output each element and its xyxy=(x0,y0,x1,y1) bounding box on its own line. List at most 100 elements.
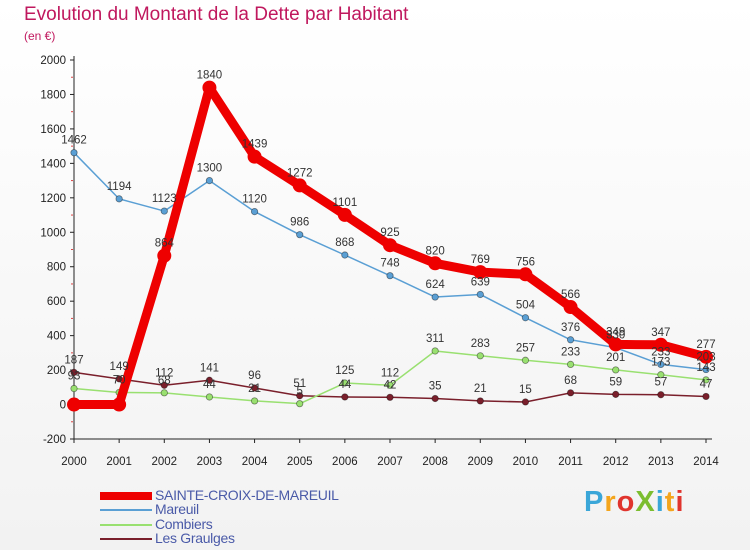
y-tick-label: -200 xyxy=(43,434,66,446)
data-label-mareuil: 1462 xyxy=(61,135,87,147)
logo-letter: t xyxy=(664,486,676,518)
data-point-mareuil xyxy=(431,293,439,301)
data-point-mareuil xyxy=(160,207,168,215)
data-label-combiers: 257 xyxy=(516,342,535,354)
y-tick-label: 0 xyxy=(60,400,66,412)
data-label-combiers: 5 xyxy=(297,386,303,398)
data-point-les-graulges xyxy=(386,393,394,401)
data-label-combiers: 44 xyxy=(203,379,216,391)
x-tick-label: 2007 xyxy=(377,456,403,468)
data-point-mareuil xyxy=(205,176,214,185)
data-point-mareuil xyxy=(296,231,304,239)
data-point-combiers xyxy=(521,356,530,364)
data-label-mareuil: 868 xyxy=(335,237,354,249)
data-label-combiers: 143 xyxy=(696,362,715,374)
legend-swatch-mareuil xyxy=(100,509,152,511)
data-label-les-graulges: 47 xyxy=(700,378,713,390)
y-tick-label: 2000 xyxy=(40,55,66,67)
data-point-combiers xyxy=(566,360,575,369)
x-tick-label: 2003 xyxy=(197,456,223,468)
legend-label-mareuil: Mareuil xyxy=(155,501,199,517)
data-label-mareuil: 748 xyxy=(380,258,399,270)
data-point-les-graulges xyxy=(70,368,78,376)
data-label-mareuil: 330 xyxy=(606,330,625,342)
chart-title: Evolution du Montant de la Dette par Hab… xyxy=(24,4,409,25)
legend-label-les-graulges: Les Graulges xyxy=(155,530,235,546)
y-tick-label: 1800 xyxy=(40,89,66,101)
data-label-combiers: 283 xyxy=(471,338,490,350)
data-point-sainte-croix xyxy=(473,265,488,280)
x-tick-label: 2011 xyxy=(558,456,583,468)
data-point-sainte-croix xyxy=(292,178,307,193)
data-point-combiers xyxy=(341,379,349,387)
data-point-mareuil xyxy=(115,195,123,203)
data-label-combiers: 233 xyxy=(561,346,580,358)
data-point-combiers xyxy=(70,384,78,393)
data-label-combiers: 93 xyxy=(68,371,81,383)
data-point-mareuil xyxy=(702,365,710,374)
data-label-sainte-croix: 1439 xyxy=(242,139,268,151)
x-tick-label: 2001 xyxy=(106,456,132,468)
data-point-sainte-croix xyxy=(247,149,262,164)
data-point-mareuil xyxy=(476,290,484,299)
data-label-mareuil: 376 xyxy=(561,322,580,334)
data-label-sainte-croix: 349 xyxy=(606,326,625,338)
x-tick-label: 2012 xyxy=(603,456,629,468)
data-label-sainte-croix: 925 xyxy=(380,227,399,239)
data-label-combiers: 70 xyxy=(113,374,126,386)
data-point-mareuil xyxy=(566,336,575,344)
y-tick-label: 600 xyxy=(47,296,66,308)
data-point-les-graulges xyxy=(612,390,620,398)
y-tick-label: 1400 xyxy=(40,158,66,170)
data-label-combiers: 311 xyxy=(426,333,444,345)
data-point-combiers xyxy=(205,393,214,401)
data-label-sainte-croix: 769 xyxy=(471,254,490,266)
legend-label-combiers: Combiers xyxy=(155,516,213,532)
data-point-combiers xyxy=(250,397,259,405)
chart-subtitle: (en €) xyxy=(24,29,56,43)
data-label-combiers: 68 xyxy=(158,375,171,387)
data-point-les-graulges xyxy=(160,381,168,389)
logo-letter: i xyxy=(675,486,685,518)
logo-letter: X xyxy=(635,486,656,518)
data-label-mareuil: 233 xyxy=(651,346,670,358)
data-label-mareuil: 504 xyxy=(516,300,536,312)
data-label-les-graulges: 15 xyxy=(519,384,532,396)
data-point-sainte-croix xyxy=(428,256,443,271)
data-label-les-graulges: 57 xyxy=(654,377,667,389)
data-point-les-graulges xyxy=(521,398,530,406)
data-point-sainte-croix xyxy=(67,397,81,412)
data-label-les-graulges: 112 xyxy=(155,367,173,379)
proxiti-logo: ProXiti xyxy=(584,486,685,519)
data-label-sainte-croix: 277 xyxy=(696,339,715,351)
data-label-sainte-croix: 864 xyxy=(155,238,175,250)
data-label-les-graulges: 187 xyxy=(64,354,83,366)
x-tick-label: 2008 xyxy=(422,456,448,468)
data-point-mareuil xyxy=(250,208,259,216)
data-point-les-graulges xyxy=(702,392,710,401)
x-tick-label: 2000 xyxy=(61,456,87,468)
legend-swatch-les-graulges xyxy=(100,538,152,540)
data-label-mareuil: 986 xyxy=(290,217,309,229)
data-point-combiers xyxy=(160,389,168,397)
x-tick-label: 2002 xyxy=(151,456,177,468)
data-label-les-graulges: 42 xyxy=(384,379,397,391)
data-point-combiers xyxy=(657,371,665,379)
data-label-sainte-croix: 756 xyxy=(516,256,535,268)
data-point-sainte-croix xyxy=(563,300,578,315)
data-label-les-graulges: 149 xyxy=(110,361,129,373)
data-label-les-graulges: 51 xyxy=(293,378,306,390)
data-label-les-graulges: 21 xyxy=(474,383,487,395)
data-label-sainte-croix: 566 xyxy=(561,289,580,301)
data-label-mareuil: 1120 xyxy=(242,194,267,206)
data-label-mareuil: 1300 xyxy=(197,163,223,175)
logo-letter: r xyxy=(604,486,617,518)
legend-label-sainte-croix: SAINTE-CROIX-DE-MAREUIL xyxy=(155,487,339,503)
data-point-les-graulges xyxy=(250,384,259,392)
data-point-sainte-croix xyxy=(337,207,352,222)
data-label-les-graulges: 96 xyxy=(248,370,261,382)
data-point-sainte-croix xyxy=(383,238,397,253)
legend-swatch-combiers xyxy=(100,524,152,526)
logo-letter: o xyxy=(616,486,636,518)
legend-swatch-sainte-croix xyxy=(100,492,152,500)
